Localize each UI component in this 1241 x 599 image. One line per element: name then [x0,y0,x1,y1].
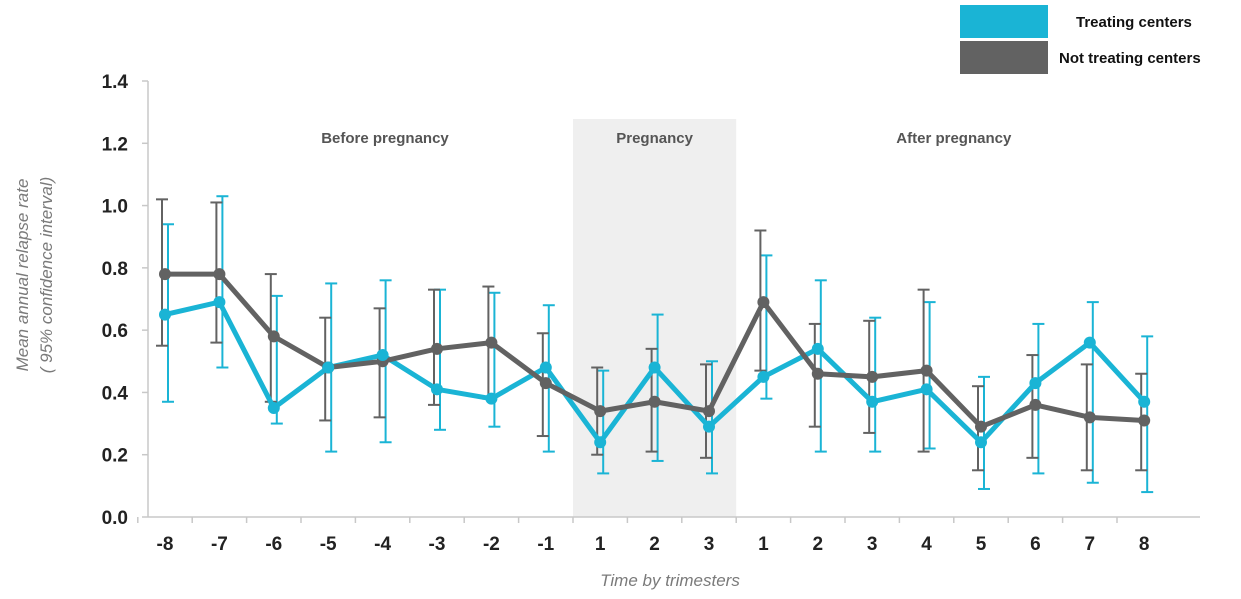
y-tick-label: 1.0 [102,197,128,218]
y-axis-title-line2: ( 95% confidence interval) [37,177,56,374]
y-tick-label: 0.6 [102,321,128,342]
x-tick-label: 5 [976,534,987,555]
data-point [1083,336,1096,349]
x-tick-label: -2 [483,534,500,555]
data-point [975,436,987,449]
data-point [159,308,171,321]
data-point [975,420,987,433]
data-point [648,395,661,408]
y-tick-label: 1.2 [102,134,128,155]
legend-swatch-1 [960,41,1048,74]
x-tick-label: 2 [649,534,660,555]
data-point [703,405,715,418]
x-tick-label: -1 [537,534,554,555]
y-tick-label: 1.4 [102,72,129,93]
section-label-1: Pregnancy [616,130,693,147]
legend-label-0: Treating centers [1076,14,1192,31]
data-point [159,268,171,281]
y-axis-title-line1: Mean annual relapse rate [13,179,32,372]
data-point [376,349,389,362]
x-tick-label: -5 [320,534,337,555]
x-tick-label: 1 [758,534,769,555]
data-point [811,367,824,380]
x-axis-title: Time by trimesters [600,571,740,590]
x-tick-label: -6 [265,534,282,555]
section-label-layer: Before pregnancy Pregnancy After pregnancy [321,130,1012,147]
data-point [1138,414,1151,427]
axis-layer: 0.0 0.2 0.4 0.6 0.8 1.0 1.2 1.4 -8 -7 -6 -5 -4 -3 -2 -1… [102,72,1200,555]
y-tick-label: 0.2 [102,446,128,467]
data-point [213,296,226,309]
data-point [1083,411,1096,424]
legend-label-1: Not treating centers [1059,50,1201,67]
data-point [866,395,879,408]
data-point [539,377,552,390]
data-point [431,342,443,355]
data-point [703,420,715,433]
section-label-2: After pregnancy [896,130,1012,147]
x-tick-label: -4 [374,534,391,555]
data-point [485,336,498,349]
data-point [811,342,824,355]
x-tick-label: -3 [429,534,446,555]
data-point [594,436,607,449]
data-point [322,361,335,374]
data-point [1029,398,1042,411]
data-point-layer [159,268,1151,449]
x-tick-label: -8 [157,534,174,555]
data-point [594,405,607,418]
data-point [485,392,498,405]
data-point [866,370,879,383]
x-tick-label: 3 [867,534,878,555]
x-tick-label: 8 [1139,534,1150,555]
section-label-0: Before pregnancy [321,130,449,147]
x-tick-label: 4 [921,534,932,555]
data-point [1029,377,1042,390]
data-point [1138,395,1151,408]
x-tick-label: 1 [595,534,606,555]
data-point [648,361,661,374]
data-point [213,268,226,281]
data-point [757,296,770,309]
x-tick-label: -7 [211,534,228,555]
data-point [920,383,933,396]
x-tick-label: 3 [704,534,715,555]
x-tick-label: 6 [1030,534,1041,555]
data-point [920,364,933,377]
y-tick-label: 0.4 [102,383,129,404]
data-point [267,330,280,343]
legend-swatch-0 [960,5,1048,38]
y-tick-label: 0.8 [102,259,128,280]
data-point [539,361,552,374]
data-point [431,383,443,396]
y-tick-label: 0.0 [102,508,128,529]
data-point [757,370,770,383]
x-tick-label: 2 [813,534,824,555]
legend: Treating centers Not treating centers [960,5,1201,74]
x-tick-label: 7 [1085,534,1096,555]
data-point [267,402,280,414]
